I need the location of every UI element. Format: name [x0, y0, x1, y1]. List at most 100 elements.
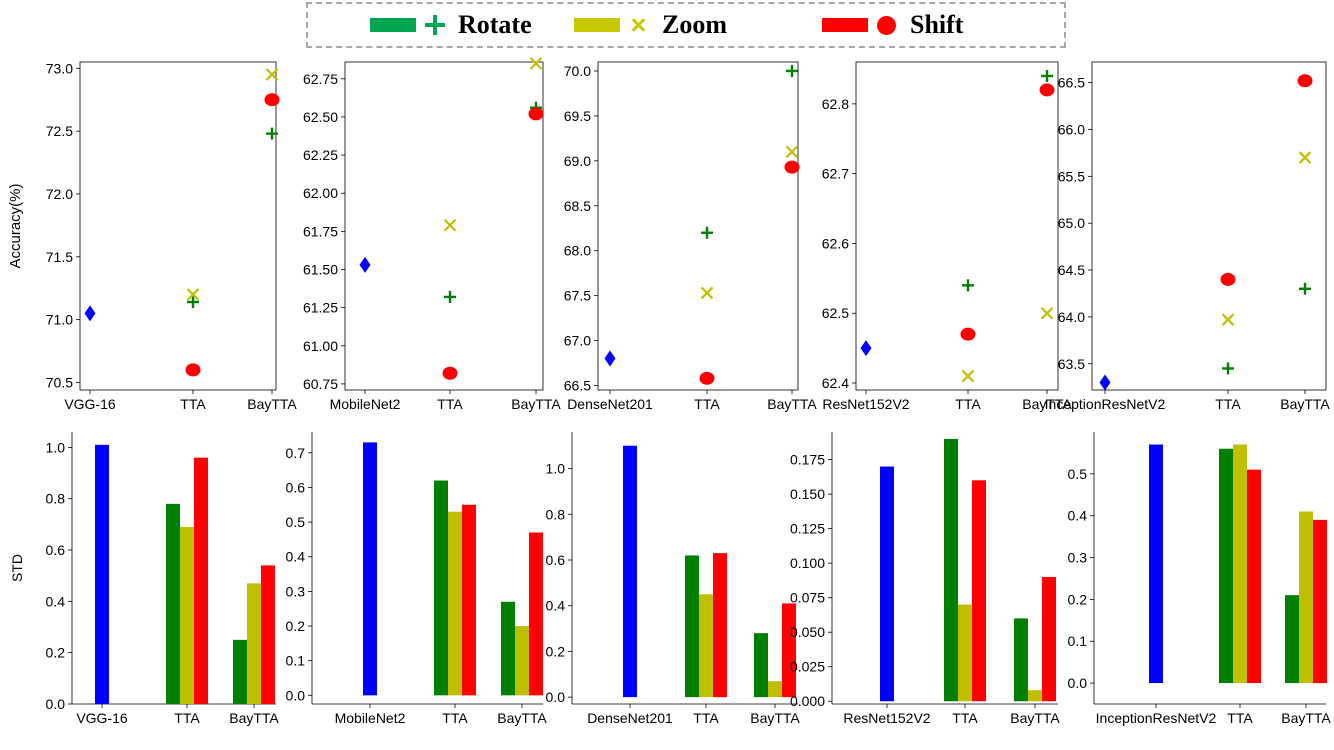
- y-tick-label: 64.0: [1058, 309, 1085, 325]
- zoom-bar: [1299, 511, 1313, 684]
- y-tick-label: 73.0: [46, 60, 73, 76]
- y-tick-label: 62.8: [822, 96, 849, 112]
- shift-point: [264, 93, 280, 107]
- y-tick-label: 62.7: [822, 166, 849, 182]
- rotate-bar: [166, 503, 180, 704]
- plot-frame-4: [1091, 61, 1327, 391]
- x-tick-label: BayTTA: [247, 396, 297, 412]
- baseline-bar: [623, 445, 637, 698]
- plot-frame-2: [597, 61, 799, 391]
- y-tick-label: 62.00: [303, 185, 338, 201]
- shift-bar: [782, 603, 796, 698]
- y-tick-label: 0.5: [1068, 466, 1088, 482]
- baseline-point: [84, 305, 96, 322]
- x-tick-label: InceptionResNetV2: [1045, 396, 1166, 412]
- y-tick-label: 0.050: [790, 624, 825, 640]
- zoom-bar: [448, 511, 462, 696]
- y-tick-label: 66.5: [1058, 75, 1085, 91]
- x-tick-label: BayTTA: [767, 396, 817, 412]
- y-tick-label: 62.25: [303, 147, 338, 163]
- y-tick-label: 72.5: [46, 123, 73, 139]
- y-tick-label: 71.0: [46, 312, 73, 328]
- y-tick-label: 67.0: [564, 333, 591, 349]
- legend-item-shift: Shift: [822, 4, 963, 46]
- rotate-bar: [944, 438, 958, 702]
- zoom-point: [700, 286, 714, 300]
- x-tick-label: MobileNet2: [335, 710, 406, 726]
- y-tick-label: 61.00: [303, 338, 338, 354]
- y-tick-label: 70.0: [564, 63, 591, 79]
- baseline-bar: [363, 442, 377, 696]
- y-tick-label: 0.125: [790, 521, 825, 537]
- baseline-point: [604, 350, 616, 367]
- legend-item-zoom: Zoom: [574, 4, 727, 46]
- legend-swatch-rotate: [370, 18, 416, 32]
- rotate-bar: [434, 480, 448, 696]
- y-tick-label: 62.4: [822, 375, 849, 391]
- y-tick-label: 1.0: [546, 461, 566, 477]
- zoom-bar: [699, 594, 713, 698]
- x-tick-label: BayTTA: [1281, 710, 1331, 726]
- x-tick-label: VGG-16: [64, 396, 116, 412]
- y-tick-label: 0.7: [286, 445, 306, 461]
- y-tick-label: 62.75: [303, 71, 338, 87]
- x-tick-label: ResNet152V2: [822, 396, 909, 412]
- zoom-point: [186, 288, 200, 301]
- baseline-point: [359, 256, 371, 273]
- y-tick-label: 0.0: [286, 687, 306, 703]
- x-tick-label: TTA: [1227, 710, 1253, 726]
- y-axis-label: Accuracy(%): [7, 183, 24, 268]
- y-tick-label: 69.5: [564, 108, 591, 124]
- y-tick-label: 67.5: [564, 288, 591, 304]
- legend-label-shift: Shift: [910, 10, 964, 39]
- y-tick-label: 0.100: [790, 555, 825, 571]
- y-tick-label: 0.4: [1068, 508, 1088, 524]
- y-tick-label: 0.8: [46, 491, 66, 507]
- y-tick-label: 0.0: [46, 696, 66, 712]
- y-tick-label: 0.1: [286, 653, 306, 669]
- plot-frame-3: [855, 61, 1059, 391]
- x-tick-label: BayTTA: [511, 396, 561, 412]
- shift-bar: [194, 457, 208, 704]
- y-tick-label: 0.025: [790, 659, 825, 675]
- zoom-point: [1040, 306, 1054, 320]
- baseline-bar: [1149, 444, 1163, 684]
- x-tick-label: TTA: [693, 710, 719, 726]
- zoom-point: [1221, 313, 1235, 326]
- zoom-bar: [180, 526, 194, 704]
- x-tick-label: TTA: [955, 396, 981, 412]
- y-tick-label: 61.50: [303, 261, 338, 277]
- y-tick-label: 0.4: [546, 598, 566, 614]
- x-tick-label: TTA: [442, 710, 468, 726]
- x-tick-label: ResNet152V2: [843, 710, 930, 726]
- zoom-point: [529, 57, 543, 70]
- y-tick-label: 68.0: [564, 243, 591, 259]
- y-tick-label: 65.5: [1058, 168, 1085, 184]
- x-tick-label: TTA: [1215, 396, 1241, 412]
- y-tick-label: 0.2: [286, 618, 306, 634]
- zoom-point: [1298, 151, 1312, 164]
- y-tick-label: 65.0: [1058, 215, 1085, 231]
- shift-point: [1220, 272, 1236, 286]
- y-tick-label: 71.5: [46, 249, 73, 265]
- rotate-bar: [501, 601, 515, 696]
- x-tick-label: TTA: [180, 396, 206, 412]
- zoom-bar: [768, 681, 782, 698]
- y-tick-label: 0.3: [286, 583, 306, 599]
- y-tick-label: 60.75: [303, 376, 338, 392]
- shift-point: [1039, 83, 1055, 97]
- shift-bar: [261, 565, 275, 704]
- zoom-bar: [515, 626, 529, 696]
- y-tick-label: 63.5: [1058, 356, 1085, 372]
- x-tick-label: TTA: [952, 710, 978, 726]
- legend-label-rotate: Rotate: [458, 10, 532, 39]
- legend: Rotate Zoom Shift: [306, 2, 1066, 48]
- x-tick-label: BayTTA: [497, 710, 547, 726]
- zoom-point: [785, 145, 799, 159]
- baseline-bar: [880, 466, 894, 702]
- shift-point: [960, 327, 976, 341]
- legend-swatch-shift: [822, 18, 868, 32]
- x-tick-label: VGG-16: [76, 710, 128, 726]
- y-tick-label: 0.8: [546, 506, 566, 522]
